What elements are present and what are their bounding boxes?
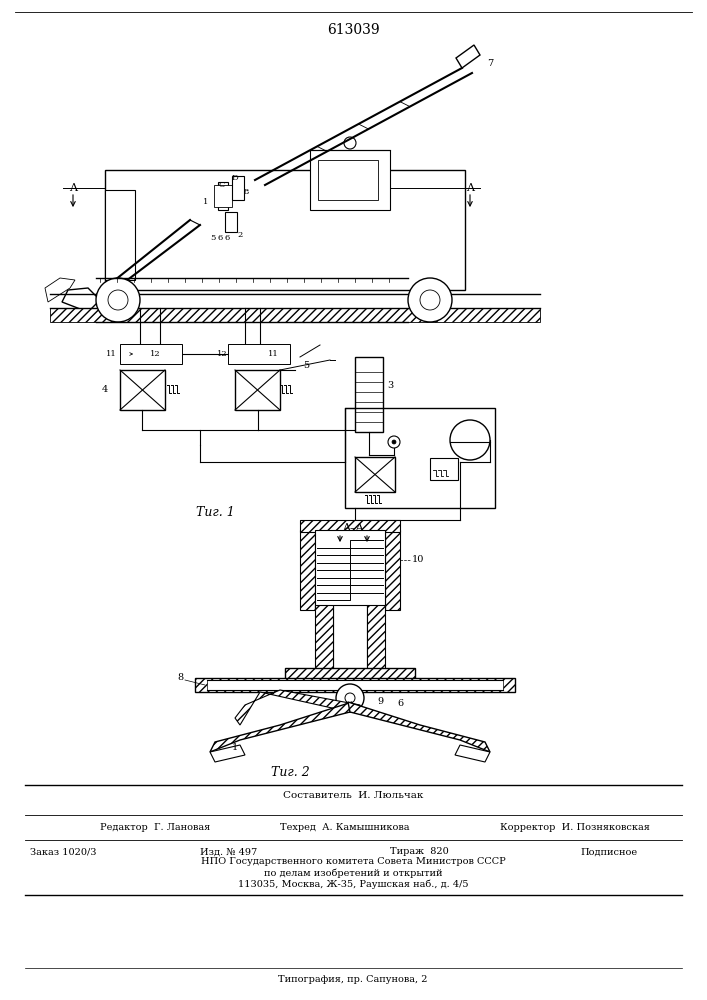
Text: A: A <box>69 183 77 193</box>
Bar <box>315 605 333 670</box>
Circle shape <box>345 693 355 703</box>
Circle shape <box>388 436 400 448</box>
Bar <box>430 458 458 480</box>
Circle shape <box>336 684 364 712</box>
Bar <box>345 408 495 508</box>
Circle shape <box>450 420 490 460</box>
Text: Τиг. 1: Τиг. 1 <box>196 506 235 520</box>
Bar <box>207 680 503 690</box>
Text: 10: 10 <box>412 556 424 564</box>
Text: 8: 8 <box>243 188 249 196</box>
Text: 5: 5 <box>210 234 216 242</box>
Text: по делам изобретений и открытий: по делам изобретений и открытий <box>264 868 443 878</box>
Text: 1: 1 <box>203 198 208 206</box>
Text: 9: 9 <box>377 698 383 706</box>
Bar <box>285 668 415 680</box>
Text: НПО Государственного комитета Совета Министров СССР: НПО Государственного комитета Совета Мин… <box>201 857 506 866</box>
Polygon shape <box>210 745 245 762</box>
Text: 113035, Москва, Ж-35, Раушская наб., д. 4/5: 113035, Москва, Ж-35, Раушская наб., д. … <box>238 879 468 889</box>
Polygon shape <box>456 45 480 68</box>
Circle shape <box>408 278 452 322</box>
Bar <box>105 190 135 280</box>
Text: 5: 5 <box>303 360 309 369</box>
Bar <box>232 176 244 200</box>
Bar <box>310 150 390 210</box>
Text: D: D <box>232 174 238 182</box>
Text: 6: 6 <box>397 698 403 708</box>
Text: 1: 1 <box>232 742 238 752</box>
Polygon shape <box>348 702 490 752</box>
Text: C: C <box>218 181 226 189</box>
Circle shape <box>392 440 396 444</box>
Text: 7: 7 <box>487 58 493 68</box>
Bar <box>120 344 182 364</box>
Circle shape <box>96 278 140 322</box>
Text: Корректор  И. Позняковская: Корректор И. Позняковская <box>500 824 650 832</box>
Text: 8: 8 <box>177 674 183 682</box>
Bar <box>218 182 228 210</box>
Text: Типография, пр. Сапунова, 2: Типография, пр. Сапунова, 2 <box>279 976 428 984</box>
Text: Тираж  820: Тираж 820 <box>390 848 449 856</box>
Bar <box>120 370 165 410</box>
Bar <box>318 160 378 200</box>
Bar <box>214 185 232 207</box>
Text: 613039: 613039 <box>327 23 380 37</box>
Bar <box>385 530 400 610</box>
Bar <box>235 370 280 410</box>
Bar <box>228 344 290 364</box>
Text: Заказ 1020/3: Заказ 1020/3 <box>30 848 96 856</box>
Text: Подписное: Подписное <box>580 848 637 856</box>
Text: 2: 2 <box>238 231 243 239</box>
Text: A: A <box>466 183 474 193</box>
Bar <box>333 605 367 670</box>
Text: Составитель  И. Люльчак: Составитель И. Люльчак <box>283 790 423 800</box>
Bar <box>225 212 237 232</box>
Bar <box>105 170 465 290</box>
Polygon shape <box>210 702 352 752</box>
Polygon shape <box>455 745 490 762</box>
Bar <box>367 605 385 670</box>
Circle shape <box>344 137 356 149</box>
Polygon shape <box>62 288 100 312</box>
Text: 12: 12 <box>150 350 160 358</box>
Text: 11: 11 <box>268 350 279 358</box>
Text: Τиг. 2: Τиг. 2 <box>271 766 310 778</box>
Text: 3: 3 <box>387 380 393 389</box>
Text: 12: 12 <box>216 350 228 358</box>
Bar <box>50 308 540 322</box>
Bar <box>195 678 515 692</box>
Polygon shape <box>45 278 75 302</box>
Text: Техред  А. Камышникова: Техред А. Камышникова <box>280 824 409 832</box>
Polygon shape <box>235 690 360 725</box>
Bar <box>355 457 395 492</box>
Text: Редактор  Г. Лановая: Редактор Г. Лановая <box>100 824 210 832</box>
Bar <box>355 357 383 432</box>
Text: 11: 11 <box>106 350 117 358</box>
Text: 6: 6 <box>224 234 230 242</box>
Circle shape <box>420 290 440 310</box>
Text: A–A: A–A <box>342 523 364 533</box>
Circle shape <box>108 290 128 310</box>
Text: 4: 4 <box>102 385 108 394</box>
Text: Изд. № 497: Изд. № 497 <box>200 848 257 856</box>
Bar <box>315 530 385 610</box>
Bar <box>300 530 315 610</box>
Bar <box>300 520 400 532</box>
Text: 6: 6 <box>217 234 223 242</box>
